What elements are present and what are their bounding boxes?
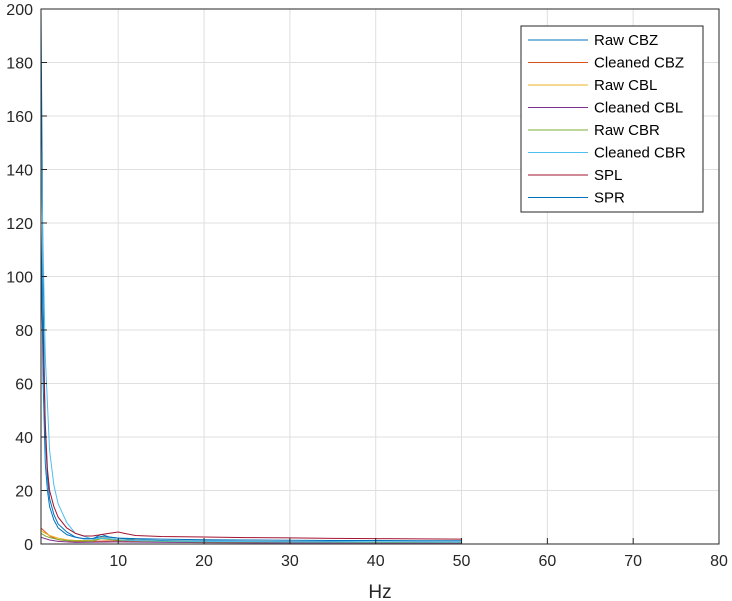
series-line-cleaned-cbr <box>40 142 462 543</box>
legend: Raw CBZ Cleaned CBZ Raw CBL Cleaned CBL Raw … <box>520 25 704 213</box>
legend-label-cleaned-cbl: Cleaned CBL <box>594 100 683 117</box>
legend-label-spl: SPL <box>594 167 622 184</box>
x-tick: 30 <box>281 538 299 570</box>
legend-label-raw-cbl: Raw CBL <box>594 77 657 94</box>
x-tick: 70 <box>624 538 642 570</box>
y-tick-label: 160 <box>6 109 33 126</box>
x-tick-label: 40 <box>367 553 385 570</box>
legend-box <box>520 25 704 213</box>
x-tick-label: 30 <box>281 553 299 570</box>
y-tick: 60 <box>15 377 47 394</box>
x-tick: 20 <box>195 538 213 570</box>
y-tick: 140 <box>6 163 47 180</box>
legend-label-raw-cbz: Raw CBZ <box>594 32 658 49</box>
legend-label-spr: SPR <box>594 190 625 207</box>
series-line-spl <box>40 276 462 540</box>
y-axis-ticks: 0 20 40 60 80 100 120 140 160 180 200 <box>6 2 47 554</box>
x-tick-label: 10 <box>109 553 127 570</box>
y-tick: 0 <box>24 537 47 554</box>
x-tick: 80 <box>710 538 728 570</box>
y-tick-label: 0 <box>24 537 33 554</box>
x-axis-ticks: 10 20 30 40 50 60 70 80 <box>109 538 728 570</box>
x-axis-label: Hz <box>368 582 391 601</box>
y-tick-label: 100 <box>6 270 33 287</box>
y-tick: 120 <box>6 216 47 233</box>
x-tick: 50 <box>453 538 471 570</box>
plot-lines <box>40 8 462 544</box>
y-tick-label: 180 <box>6 56 33 73</box>
x-tick: 40 <box>367 538 385 570</box>
x-tick: 60 <box>538 538 556 570</box>
y-tick-label: 120 <box>6 216 33 233</box>
y-tick-label: 80 <box>15 323 33 340</box>
x-tick: 10 <box>109 538 127 570</box>
legend-label-raw-cbr: Raw CBR <box>594 122 660 139</box>
x-tick-label: 20 <box>195 553 213 570</box>
y-tick-label: 200 <box>6 2 33 19</box>
x-tick-label: 50 <box>453 553 471 570</box>
x-tick-label: 80 <box>710 553 728 570</box>
y-tick: 200 <box>6 2 47 19</box>
y-tick: 180 <box>6 56 47 73</box>
series-line-spr <box>40 222 462 542</box>
y-tick: 160 <box>6 109 47 126</box>
y-tick-label: 40 <box>15 430 33 447</box>
y-tick: 40 <box>15 430 47 447</box>
y-tick: 20 <box>15 484 47 501</box>
y-tick: 100 <box>6 270 47 287</box>
y-tick: 80 <box>15 323 47 340</box>
legend-label-cleaned-cbz: Cleaned CBZ <box>594 55 684 72</box>
legend-label-cleaned-cbr: Cleaned CBR <box>594 145 686 162</box>
y-tick-label: 140 <box>6 163 33 180</box>
y-tick-label: 20 <box>15 484 33 501</box>
y-tick-label: 60 <box>15 377 33 394</box>
x-tick-label: 70 <box>624 553 642 570</box>
x-tick-label: 60 <box>538 553 556 570</box>
